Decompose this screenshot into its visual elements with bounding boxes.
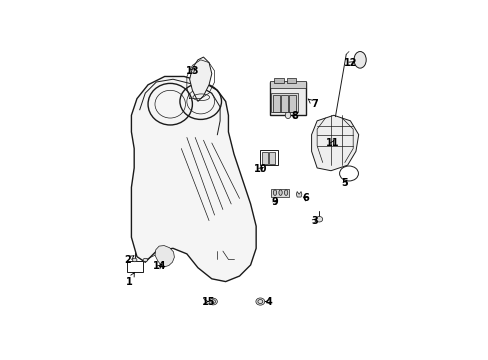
Text: 6: 6 — [302, 193, 308, 203]
Bar — [289, 95, 296, 112]
Ellipse shape — [285, 112, 290, 118]
Text: 5: 5 — [341, 178, 347, 188]
Text: 10: 10 — [253, 164, 267, 174]
Bar — [268, 152, 274, 164]
Text: 12: 12 — [344, 58, 357, 68]
Ellipse shape — [273, 190, 276, 195]
Ellipse shape — [143, 258, 147, 262]
Ellipse shape — [255, 298, 264, 305]
Ellipse shape — [353, 51, 366, 68]
Ellipse shape — [315, 216, 322, 222]
Bar — [271, 93, 297, 112]
Text: 1: 1 — [126, 273, 134, 287]
Text: 8: 8 — [291, 111, 298, 121]
Text: 14: 14 — [153, 261, 166, 271]
Bar — [261, 152, 267, 164]
Text: 11: 11 — [325, 138, 339, 148]
Bar — [269, 82, 305, 115]
Polygon shape — [311, 115, 358, 171]
Bar — [269, 81, 305, 87]
Ellipse shape — [132, 258, 137, 262]
Text: 2: 2 — [123, 255, 134, 265]
Polygon shape — [296, 192, 301, 197]
Text: 7: 7 — [307, 99, 317, 109]
Text: 15: 15 — [202, 297, 215, 307]
Ellipse shape — [278, 190, 282, 195]
Bar — [281, 95, 287, 112]
Bar — [127, 261, 142, 272]
Bar — [271, 189, 289, 197]
Polygon shape — [189, 57, 211, 102]
Bar — [272, 95, 279, 112]
Bar — [274, 78, 284, 84]
Text: 3: 3 — [310, 216, 317, 226]
Ellipse shape — [284, 190, 287, 195]
Polygon shape — [155, 246, 174, 267]
Bar — [286, 78, 296, 84]
Bar — [260, 150, 278, 165]
Ellipse shape — [208, 298, 217, 305]
Polygon shape — [131, 76, 256, 282]
Text: 4: 4 — [264, 297, 271, 307]
Text: 9: 9 — [271, 197, 278, 207]
Text: 13: 13 — [185, 66, 199, 76]
